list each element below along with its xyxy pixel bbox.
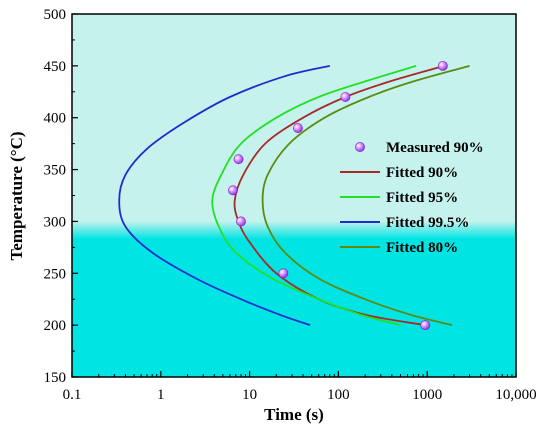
measured-point	[278, 268, 289, 279]
measured-point	[437, 60, 448, 71]
measured-point	[236, 216, 246, 227]
x-tick-label: 100	[327, 387, 350, 403]
y-tick-label: 200	[44, 318, 67, 334]
x-axis: 0.1 1 10 100 1000 10,000	[63, 371, 537, 403]
y-tick-label: 150	[44, 370, 67, 386]
y-tick-label: 250	[44, 266, 67, 282]
legend-label-3: Fitted 99.5%	[386, 215, 469, 231]
legend: Measured 90% Fitted 90% Fitted 95% Fitted 9…	[340, 140, 484, 256]
measured-point	[340, 92, 351, 102]
markers-layer	[228, 60, 448, 331]
legend-label-1: Fitted 90%	[386, 165, 458, 181]
series-line-3	[118, 65, 330, 326]
legend-label-2: Fitted 95%	[386, 190, 458, 206]
series-line-4	[261, 65, 470, 326]
y-axis: 150 200 250 300 350 400 450 500	[44, 7, 78, 386]
x-tick-label: 0.1	[63, 387, 82, 403]
legend-label-4: Fitted 80%	[386, 240, 458, 256]
y-tick-label: 500	[44, 7, 67, 23]
y-axis-title: Temperature (°C)	[7, 131, 26, 260]
x-tick-label: 1	[157, 387, 165, 403]
x-tick-label: 1000	[412, 387, 442, 403]
legend-marker-measured	[355, 142, 365, 152]
measured-point	[293, 123, 303, 133]
measured-point	[228, 185, 238, 196]
x-axis-title: Time (s)	[264, 405, 324, 424]
y-tick-label: 350	[44, 163, 67, 179]
legend-label-measured: Measured 90%	[386, 140, 484, 156]
series-line-2	[211, 65, 417, 326]
y-tick-label: 400	[44, 111, 67, 127]
y-tick-label: 300	[44, 214, 67, 230]
x-tick-label: 10,000	[495, 387, 536, 403]
measured-point	[420, 320, 431, 331]
y-tick-label: 450	[44, 59, 67, 75]
x-tick-label: 10	[242, 387, 257, 403]
measured-point	[233, 154, 244, 165]
